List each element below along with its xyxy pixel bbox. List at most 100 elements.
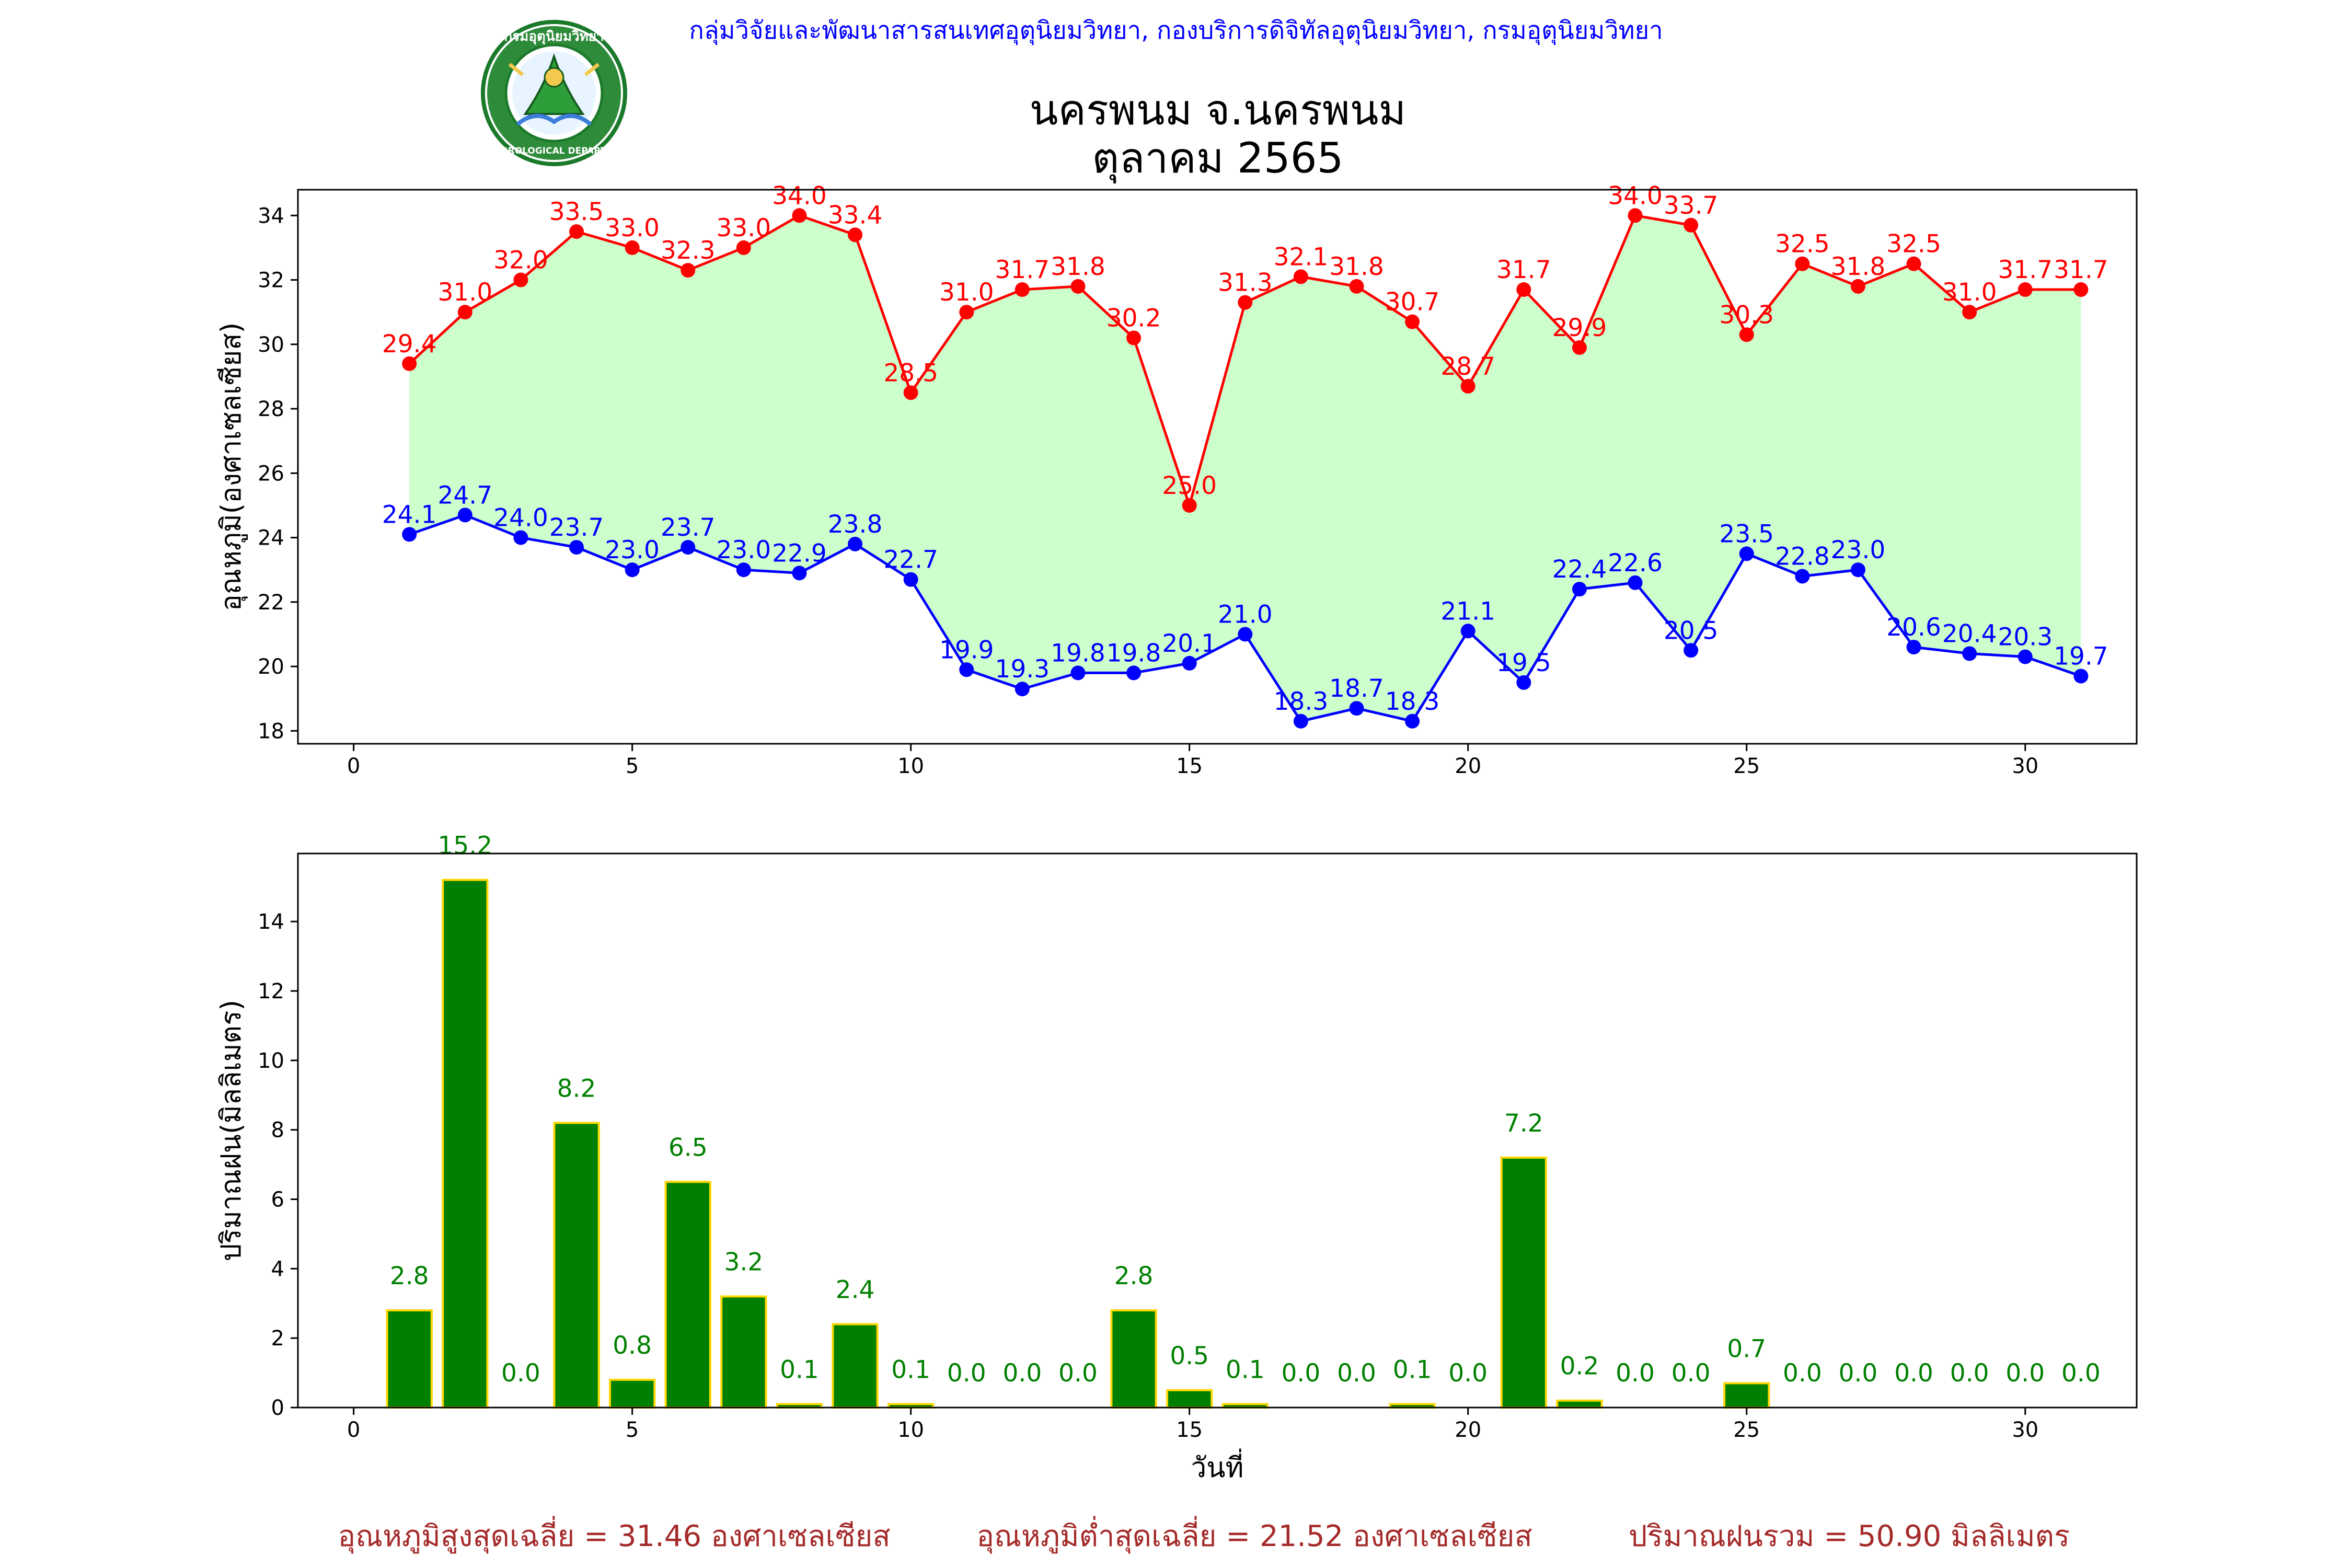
min-temp-label: 18.3 <box>1274 687 1329 716</box>
max-temp-label: 31.7 <box>2054 256 2108 284</box>
rainfall-value-label: 0.1 <box>1393 1355 1432 1384</box>
min-temp-point <box>1684 643 1699 658</box>
min-temp-point <box>402 527 417 542</box>
min-temp-point <box>625 562 640 578</box>
max-temp-point <box>1126 330 1142 345</box>
logo-text-top: กรมอุตุนิยมวิทยา <box>504 29 604 45</box>
max-temp-label: 32.1 <box>1274 243 1329 271</box>
temperature-plot-frame <box>297 189 2138 745</box>
min-temp-point <box>681 540 696 555</box>
temp-x-tick-label: 5 <box>626 754 639 778</box>
temp-y-tick-label: 28 <box>258 397 284 421</box>
min-temp-label: 23.0 <box>717 536 771 564</box>
max-temp-label: 31.0 <box>1942 278 1997 307</box>
temp-x-tick-label: 20 <box>1455 754 1481 778</box>
min-temp-label: 18.3 <box>1385 687 1440 716</box>
min-temp-point <box>1516 675 1531 690</box>
temperature-range-fill <box>409 215 2081 721</box>
max-temp-label: 31.8 <box>1831 252 1886 281</box>
rainfall-value-label: 0.0 <box>1894 1359 1933 1388</box>
rainfall-value-label: 0.0 <box>1839 1359 1878 1388</box>
max-temp-label: 34.0 <box>1608 181 1663 210</box>
max-temp-point <box>2017 282 2033 297</box>
min-temp-point <box>1962 646 1977 661</box>
rain-y-tick-label: 10 <box>258 1049 284 1073</box>
max-temp-point <box>959 305 974 320</box>
max-temp-point <box>1739 327 1754 342</box>
min-temp-point <box>2073 668 2089 684</box>
rainfall-value-label: 0.0 <box>2005 1359 2045 1388</box>
max-temp-point <box>848 227 863 243</box>
max-temp-label: 30.2 <box>1106 304 1161 332</box>
min-temp-label: 23.8 <box>828 510 883 539</box>
max-temp-point <box>1293 269 1308 284</box>
min-temp-point <box>513 530 528 545</box>
rainfall-value-label: 2.8 <box>390 1262 429 1290</box>
max-temp-point <box>1795 256 1810 271</box>
min-temp-point <box>1795 569 1810 584</box>
rainfall-value-label: 0.8 <box>613 1331 652 1360</box>
min-temp-point <box>848 536 863 551</box>
max-temp-point <box>1962 305 1977 320</box>
max-temp-label: 33.5 <box>549 198 604 226</box>
temp-y-tick-label: 32 <box>258 269 284 293</box>
max-temp-label: 31.8 <box>1051 252 1105 281</box>
rain-y-tick-label: 8 <box>271 1119 284 1143</box>
rain-x-tick-label: 30 <box>2012 1418 2038 1442</box>
min-temp-label: 20.1 <box>1162 629 1217 658</box>
rainfall-value-label: 0.0 <box>1003 1359 1042 1388</box>
min-temp-point <box>1238 627 1253 642</box>
min-temp-point <box>1906 640 1921 655</box>
min-temp-label: 19.3 <box>995 655 1050 684</box>
rain-y-tick-label: 4 <box>271 1257 284 1281</box>
min-temp-label: 23.0 <box>1831 536 1886 564</box>
min-temp-point <box>1850 562 1865 578</box>
summary-total-rain: ปริมาณฝนรวม = 50.90 มิลลิเมตร <box>1629 1519 2070 1553</box>
rainfall-value-label: 0.0 <box>1448 1359 1488 1388</box>
max-temp-label: 28.5 <box>883 359 938 387</box>
rainfall-value-label: 0.5 <box>1170 1342 1209 1370</box>
min-temp-point <box>1070 665 1086 681</box>
chart-title-period: ตุลาคม 2565 <box>1092 134 1343 183</box>
max-temp-label: 33.7 <box>1664 191 1719 220</box>
min-temp-label: 22.6 <box>1608 549 1663 578</box>
min-temp-label: 20.4 <box>1942 619 1997 648</box>
rainfall-value-label: 0.1 <box>891 1355 930 1384</box>
rainfall-value-label: 0.0 <box>1282 1359 1321 1388</box>
max-temp-label: 31.0 <box>939 278 994 307</box>
min-temp-point <box>903 572 918 587</box>
max-temp-label: 31.0 <box>437 278 492 307</box>
max-temp-label: 33.0 <box>605 214 660 243</box>
rainfall-value-label: 0.2 <box>1560 1352 1599 1381</box>
min-temp-label: 24.1 <box>382 500 437 529</box>
max-temp-point <box>1238 295 1253 310</box>
rainfall-bar <box>1500 1156 1547 1409</box>
temperature-chart: 29.4 24.1 31.0 24.7 32.0 24.0 33.5 23.7 33.0 23.0… <box>215 181 2138 778</box>
rainfall-value-label: 0.0 <box>1783 1359 1822 1388</box>
max-temp-label: 32.3 <box>661 236 716 265</box>
min-temp-point <box>736 562 751 578</box>
rainfall-bar <box>442 879 489 1409</box>
temp-x-tick-label: 25 <box>1733 754 1760 778</box>
max-temp-point <box>1460 378 1475 394</box>
rainfall-bar <box>608 1378 656 1409</box>
rainfall-value-label: 0.0 <box>947 1359 986 1388</box>
max-temp-label: 32.5 <box>1886 230 1941 259</box>
rainfall-bar <box>553 1122 600 1409</box>
max-temp-point <box>1014 282 1030 297</box>
max-temp-label: 31.7 <box>1496 256 1551 284</box>
max-temp-label: 31.7 <box>995 256 1050 284</box>
max-temp-point <box>903 385 918 400</box>
min-temp-point <box>1293 713 1308 729</box>
max-temp-point <box>1182 498 1197 513</box>
max-temp-point <box>569 224 584 239</box>
min-temp-label: 20.3 <box>1998 623 2053 652</box>
rainfall-axis-ticks: 0 5 10 15 20 25 30 0 2 4 6 8 10 12 14 <box>258 910 2038 1442</box>
min-temp-label: 24.0 <box>493 504 548 533</box>
rainfall-value-label: 15.2 <box>437 831 492 860</box>
max-temp-label: 29.9 <box>1552 314 1607 342</box>
min-temp-point <box>2017 649 2033 664</box>
rainfall-value-label: 0.0 <box>1616 1359 1655 1388</box>
max-temp-point <box>1628 208 1643 223</box>
rainfall-value-label: 0.7 <box>1727 1335 1766 1364</box>
